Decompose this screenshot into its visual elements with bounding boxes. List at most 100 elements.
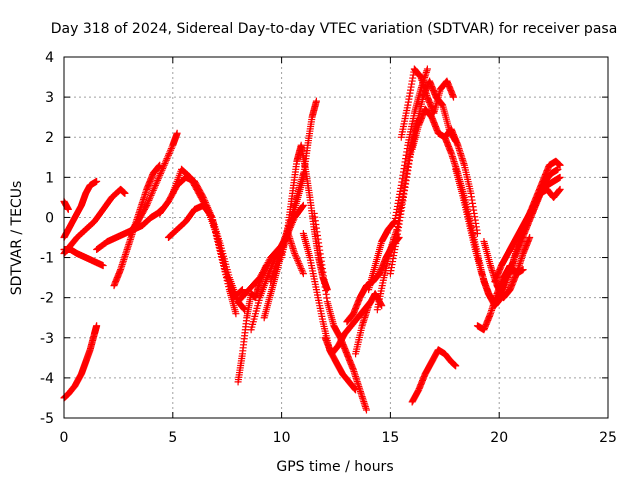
data-point	[167, 146, 175, 154]
x-axis-label: GPS time / hours	[276, 459, 393, 475]
data-point	[213, 232, 221, 240]
data-point	[155, 173, 163, 181]
data-point	[293, 255, 301, 263]
data-point	[554, 165, 562, 173]
data-point	[556, 173, 564, 181]
data-point	[450, 93, 458, 101]
data-point	[212, 229, 220, 237]
data-point	[297, 265, 305, 273]
data-point	[217, 248, 225, 256]
data-point	[216, 245, 224, 253]
data-point	[378, 302, 386, 310]
data-point	[153, 178, 161, 186]
data-point	[164, 153, 172, 161]
data-point	[149, 186, 157, 194]
data-point	[148, 190, 156, 198]
data-point	[295, 260, 303, 268]
data-point	[298, 266, 306, 274]
data-point	[64, 205, 72, 213]
data-series	[480, 234, 534, 302]
data-point	[203, 204, 211, 212]
data-series	[169, 165, 246, 302]
data-series	[397, 65, 458, 141]
data-point	[220, 263, 228, 271]
data-point	[93, 322, 101, 330]
data-point	[299, 268, 307, 276]
data-point	[294, 258, 302, 266]
axis-ticks: 0 5 10 15 20 25 -5 -4 -3 -2 -1 0 1 2 3 4	[40, 50, 617, 446]
x-tick-label: 0	[60, 430, 69, 446]
data-point	[238, 286, 246, 294]
data-point	[291, 251, 299, 259]
data-series	[408, 105, 481, 237]
y-tick-label: -5	[40, 411, 54, 427]
data-point	[152, 180, 160, 188]
data-point	[160, 161, 168, 169]
data-series	[386, 77, 460, 278]
data-point	[312, 97, 320, 105]
data-point	[237, 287, 245, 295]
data-point	[299, 201, 307, 209]
y-tick-label: 1	[45, 170, 54, 186]
data-point	[362, 406, 370, 414]
data-point	[299, 202, 307, 210]
data-point	[150, 185, 158, 193]
data-point	[151, 183, 159, 191]
data-point	[556, 161, 564, 169]
x-tick-label: 25	[599, 430, 617, 446]
data-point	[162, 158, 170, 166]
data-series	[125, 129, 181, 237]
y-tick-label: -2	[40, 291, 54, 307]
data-point	[423, 65, 431, 73]
data-point	[158, 166, 166, 174]
data-marks	[60, 65, 564, 414]
data-point	[144, 198, 152, 206]
grid	[64, 57, 608, 418]
chart-title: Day 318 of 2024, Sidereal Day-to-day VTE…	[51, 21, 618, 37]
data-point	[296, 263, 304, 271]
data-point	[452, 362, 460, 370]
data-point	[214, 236, 222, 244]
y-tick-label: 4	[45, 50, 54, 66]
data-point	[165, 150, 173, 158]
data-point	[294, 256, 302, 264]
data-point	[156, 171, 164, 179]
data-point	[291, 250, 299, 258]
y-tick-label: 3	[45, 90, 54, 106]
data-point	[163, 155, 171, 163]
data-point	[526, 234, 534, 241]
y-tick-label: 2	[45, 130, 54, 146]
data-point	[215, 242, 223, 250]
data-point	[143, 200, 151, 208]
data-series	[408, 346, 460, 406]
data-point	[147, 191, 155, 199]
data-point	[556, 185, 564, 193]
plot-frame	[63, 56, 609, 419]
data-point	[159, 163, 167, 171]
x-tick-label: 5	[168, 430, 177, 446]
data-point	[146, 193, 154, 201]
y-tick-label: -4	[40, 371, 54, 387]
x-tick-label: 10	[273, 430, 291, 446]
data-point	[164, 151, 172, 159]
data-point	[238, 286, 246, 294]
data-point	[151, 181, 159, 189]
data-point	[219, 257, 227, 265]
data-point	[217, 251, 225, 259]
data-point	[167, 145, 175, 153]
data-point	[299, 270, 307, 278]
data-point	[121, 189, 129, 197]
y-tick-label: -3	[40, 331, 54, 347]
data-point	[146, 195, 154, 203]
data-series	[352, 290, 386, 358]
y-tick-label: -1	[40, 251, 54, 267]
y-axis-label: SDTVAR / TECUs	[9, 181, 25, 296]
data-point	[143, 201, 151, 209]
data-point	[157, 168, 165, 176]
data-point	[166, 148, 174, 156]
data-series	[60, 197, 72, 213]
data-point	[93, 177, 101, 185]
data-point	[473, 229, 481, 237]
data-series	[60, 322, 101, 402]
